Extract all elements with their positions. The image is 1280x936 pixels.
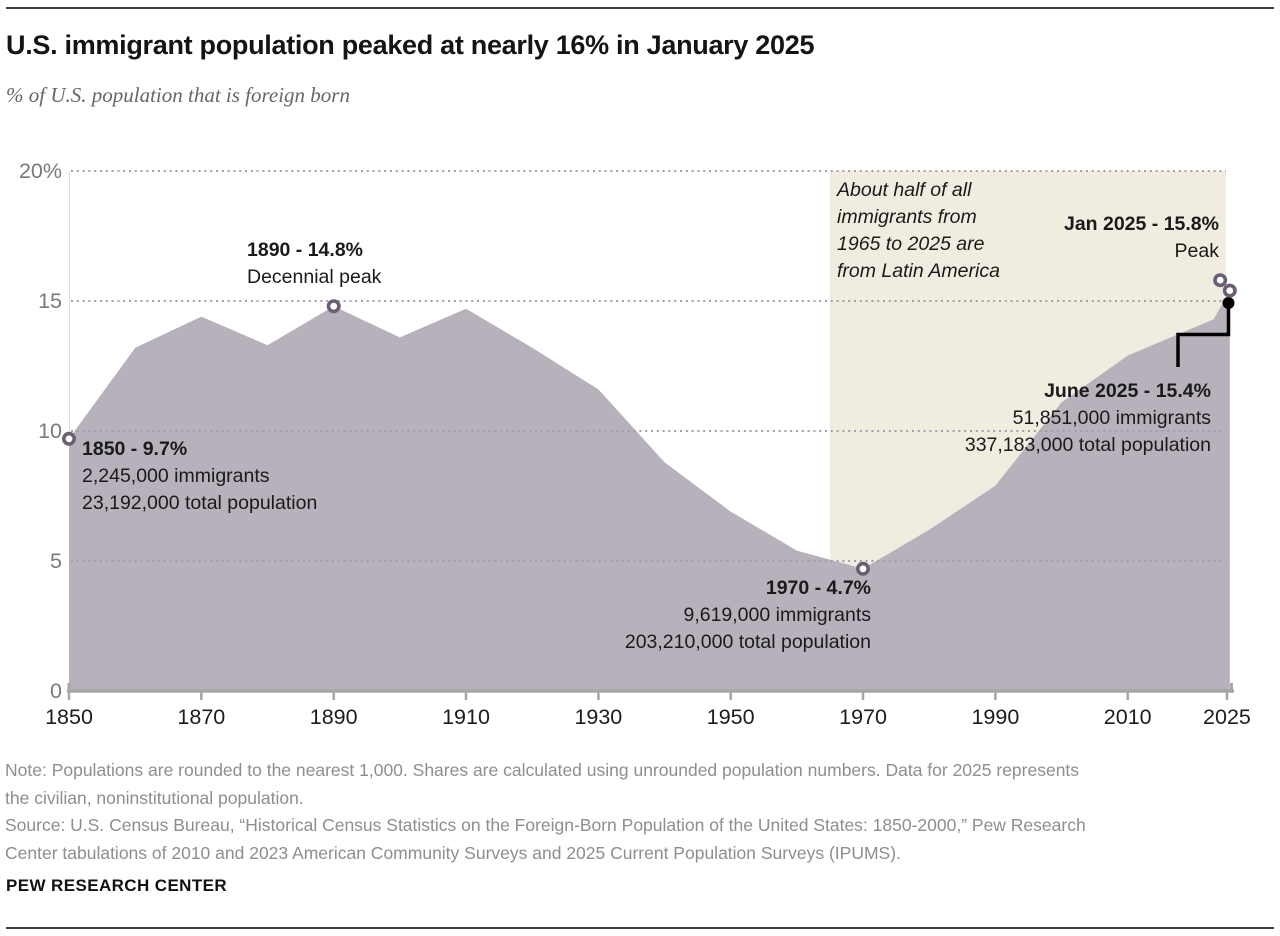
y-tick-label-15: 15 (38, 289, 62, 313)
note-line: Note: Populations are rounded to the nea… (5, 760, 1080, 780)
x-tick-label-1890: 1890 (309, 705, 358, 729)
june-2025-callout-line (1176, 303, 1231, 367)
annotation-june-2025-value: June 2025 - 15.4% (1044, 380, 1211, 402)
data-point-marker-2025 (1222, 283, 1237, 298)
x-tick-label-2025: 2025 (1203, 705, 1251, 729)
region-note-line: 1965 to 2025 are (837, 233, 985, 255)
data-point-marker-1890 (326, 299, 341, 314)
note-text: Note: Populations are rounded to the nea… (5, 757, 1079, 812)
x-tick-label-2010: 2010 (1103, 705, 1152, 729)
region-note-line: from Latin America (837, 260, 1000, 282)
data-point-marker-1970 (855, 561, 870, 576)
x-tick-label-1870: 1870 (177, 705, 226, 729)
annotation-1890-caption: Decennial peak (247, 266, 382, 288)
annotation-1890-value: 1890 - 14.8% (247, 239, 364, 261)
annotation-1970-immigrants: 9,619,000 immigrants (683, 604, 871, 626)
june-2025-callout-dot (1222, 297, 1235, 309)
annotation-jan-2025: Jan 2025 - 15.8% Peak (1018, 211, 1219, 265)
x-tick-label-1950: 1950 (706, 705, 755, 729)
chart-title: U.S. immigrant population peaked at near… (6, 30, 815, 60)
data-point-marker-1850 (61, 431, 76, 446)
annotation-1850-value: 1850 - 9.7% (82, 438, 188, 460)
annotation-1850-immigrants: 2,245,000 immigrants (82, 465, 270, 487)
y-tick-label-10: 10 (38, 419, 62, 443)
annotation-1970: 1970 - 4.7% 9,619,000 immigrants 203,210… (570, 575, 871, 656)
annotation-1890: 1890 - 14.8% Decennial peak (247, 237, 381, 291)
annotation-jan-2025-value: Jan 2025 - 15.8% (1063, 213, 1219, 235)
annotation-latin-america-region: About half of all immigrants from 1965 t… (837, 177, 1000, 285)
note-line: the civilian, noninstitutional populatio… (5, 787, 304, 808)
x-tick-label-1990: 1990 (971, 705, 1020, 729)
bottom-divider (6, 927, 1274, 929)
foreign-born-share-area-series (69, 290, 1230, 691)
x-tick-label-1930: 1930 (574, 705, 623, 729)
chart-subtitle: % of U.S. population that is foreign bor… (6, 83, 350, 107)
annotation-1850-population: 23,192,000 total population (82, 492, 318, 514)
y-tick-label-5: 5 (50, 549, 62, 573)
annotation-1970-value: 1970 - 4.7% (765, 577, 871, 599)
data-point-marker-2025 (1213, 273, 1228, 288)
annotation-june-2025-immigrants: 51,851,000 immigrants (1012, 407, 1211, 429)
top-divider (6, 7, 1274, 9)
annotation-june-2025-population: 337,183,000 total population (964, 434, 1211, 456)
annotation-june-2025: June 2025 - 15.4% 51,851,000 immigrants … (910, 378, 1211, 459)
source-line: Source: U.S. Census Bureau, “Historical … (5, 815, 1086, 835)
region-note-line: About half of all (837, 179, 972, 201)
y-tick-label-0: 0 (50, 679, 62, 703)
annotation-1970-population: 203,210,000 total population (624, 631, 871, 653)
source-text: Source: U.S. Census Bureau, “Historical … (5, 812, 1086, 867)
pew-research-center-wordmark: PEW RESEARCH CENTER (6, 876, 228, 895)
x-tick-label-1910: 1910 (442, 705, 490, 729)
y-tick-label-20: 20% (18, 159, 62, 183)
annotation-jan-2025-caption: Peak (1174, 240, 1219, 262)
x-tick-label-1970: 1970 (839, 705, 887, 729)
source-line: Center tabulations of 2010 and 2023 Amer… (5, 842, 901, 863)
region-note-line: immigrants from (837, 206, 977, 228)
x-tick-label-1850: 1850 (45, 705, 93, 729)
annotation-1850: 1850 - 9.7% 2,245,000 immigrants 23,192,… (82, 436, 317, 517)
